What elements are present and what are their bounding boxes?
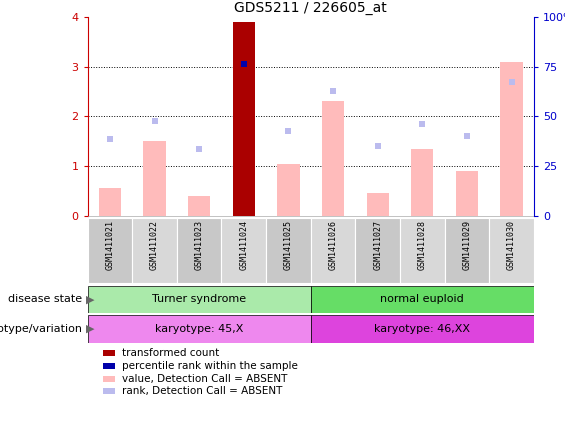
Text: GSM1411022: GSM1411022 <box>150 220 159 270</box>
Bar <box>103 376 115 382</box>
Bar <box>489 218 534 283</box>
Bar <box>233 22 255 216</box>
Bar <box>400 218 445 283</box>
Bar <box>445 218 489 283</box>
Text: GSM1411030: GSM1411030 <box>507 220 516 270</box>
Bar <box>311 315 534 343</box>
Text: value, Detection Call = ABSENT: value, Detection Call = ABSENT <box>122 374 287 384</box>
Text: normal euploid: normal euploid <box>380 294 464 304</box>
Text: transformed count: transformed count <box>122 348 219 358</box>
Bar <box>99 188 121 216</box>
Bar <box>501 62 523 216</box>
Text: GSM1411025: GSM1411025 <box>284 220 293 270</box>
Text: GSM1411027: GSM1411027 <box>373 220 382 270</box>
Text: Turner syndrome: Turner syndrome <box>152 294 246 304</box>
Title: GDS5211 / 226605_at: GDS5211 / 226605_at <box>234 0 387 14</box>
Bar <box>355 218 400 283</box>
Text: GSM1411021: GSM1411021 <box>106 220 114 270</box>
Bar <box>311 218 355 283</box>
Bar <box>88 286 311 313</box>
Text: ▶: ▶ <box>86 294 95 304</box>
Bar <box>103 363 115 369</box>
Bar <box>277 164 299 216</box>
Text: percentile rank within the sample: percentile rank within the sample <box>122 361 298 371</box>
Text: disease state: disease state <box>8 294 82 304</box>
Bar <box>144 141 166 216</box>
Bar <box>103 388 115 394</box>
Bar <box>322 102 344 216</box>
Text: ▶: ▶ <box>86 324 95 334</box>
Text: GSM1411028: GSM1411028 <box>418 220 427 270</box>
Bar <box>103 350 115 356</box>
Bar <box>367 193 389 216</box>
Bar <box>221 218 266 283</box>
Bar <box>177 218 221 283</box>
Bar <box>88 218 132 283</box>
Text: GSM1411024: GSM1411024 <box>240 220 248 270</box>
Text: GSM1411023: GSM1411023 <box>195 220 203 270</box>
Bar <box>311 286 534 313</box>
Bar <box>266 218 311 283</box>
Bar <box>88 315 311 343</box>
Text: genotype/variation: genotype/variation <box>0 324 82 334</box>
Bar <box>188 196 210 216</box>
Bar <box>456 171 478 216</box>
Bar <box>411 148 433 216</box>
Text: GSM1411026: GSM1411026 <box>329 220 337 270</box>
Text: karyotype: 46,XX: karyotype: 46,XX <box>375 324 470 334</box>
Text: karyotype: 45,X: karyotype: 45,X <box>155 324 244 334</box>
Text: GSM1411029: GSM1411029 <box>463 220 471 270</box>
Bar <box>132 218 177 283</box>
Text: rank, Detection Call = ABSENT: rank, Detection Call = ABSENT <box>122 386 282 396</box>
